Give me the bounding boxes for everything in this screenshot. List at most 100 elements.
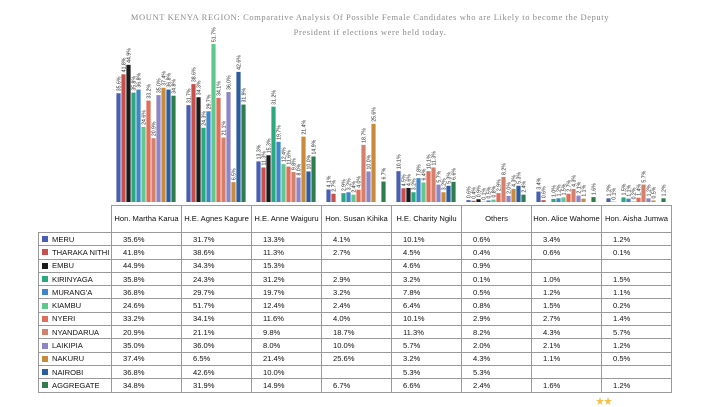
table-cell: 4.6% [391,258,462,273]
data-label: 21.1% [221,120,227,135]
data-label: 7.8% [416,164,422,176]
data-label: 1.0% [551,185,557,197]
data-label: 29.7% [206,94,212,109]
bar [421,182,426,202]
table-cell: 1.5% [601,271,672,287]
bar [346,192,351,202]
legend-swatch [42,276,48,283]
data-label: 8.0% [296,163,302,175]
category-header: H.E. Agnes Kagure [181,205,252,233]
legend-entry: NAKURU [38,351,112,366]
data-label: 2.7% [566,180,572,192]
series-name: KIAMBU [52,301,82,311]
bar [621,197,626,202]
bar [146,100,151,202]
table-cell: 11.3% [251,245,322,260]
bar [406,187,411,202]
table-cell: 0.9% [461,258,532,273]
table-cell [531,258,602,273]
bar [311,156,316,202]
bar [441,192,446,202]
bar [291,172,296,202]
table-cell: 34.8% [111,378,182,393]
data-label: 14.9% [311,139,317,154]
table-cell: 0.6% [531,245,602,260]
data-label: 37.4% [161,71,167,86]
data-label: 31.7% [186,88,192,103]
bar [436,184,441,202]
table-cell: 10.0% [251,364,322,380]
legend-entry: KIRINYAGA [38,271,112,287]
bar [476,199,481,202]
data-label: 11.3% [431,151,437,166]
table-cell: 35.8% [111,271,182,287]
bar [496,193,501,202]
bar [271,106,276,202]
table-row: NYANDARUA 20.9% 21.1% 9.8% 18.7% 11.3% 8.2% 4.3… [38,325,672,340]
data-label: 35.6% [116,76,122,91]
legend-entry: AGGREGATE [38,378,112,393]
bar [306,171,311,202]
table-cell [601,258,672,273]
table-cell: 0.4% [461,245,532,260]
table-cell: 20.9% [111,325,182,340]
table-cell: 2.0% [461,338,532,353]
table-row: KIRINYAGA 35.8% 24.3% 31.2% 2.9% 3.2% 0.1% 1.0%… [38,271,672,287]
bar [331,193,336,202]
data-label: 35.0% [156,78,162,93]
bar [281,164,286,202]
table-cell: 2.7% [531,311,602,327]
data-label: 12.4% [281,147,287,162]
data-label: 2.9% [341,179,347,191]
bar [171,95,176,202]
table-cell: 7.8% [391,285,462,300]
data-label: 3.2% [346,178,352,190]
legend-entry: LAIKIPIA [38,338,112,353]
table-cell: 1.2% [601,338,672,353]
legend-swatch [42,355,48,362]
data-table: Hon. Martha Karua H.E. Agnes Kagure H.E. A… [38,205,672,393]
bar [511,188,516,202]
data-label: 6.6% [451,168,457,180]
bar [636,197,641,202]
bar [366,171,371,202]
bar [646,198,651,202]
bar [581,198,586,202]
bar [626,198,631,202]
data-label: 0.5% [486,186,492,198]
bar [116,93,121,202]
table-cell: 1.1% [601,285,672,300]
data-label: 0.6% [466,186,472,198]
table-cell: 3.4% [531,231,602,247]
data-label: 44.9% [126,48,132,63]
data-label: 0.1% [611,187,617,199]
table-cell: 0.1% [461,271,532,287]
legend-swatch [42,315,48,322]
table-cell: 1.2% [531,285,602,300]
table-row: THARAKA NITHI 41.8% 38.6% 11.3% 2.7% 4.5% 0.4%… [38,245,672,260]
table-row: LAIKIPIA 35.0% 36.0% 8.0% 10.0% 5.7% 2.0% 2.1% 1… [38,338,672,353]
table-cell: 2.9% [461,311,532,327]
data-label: 5.7% [436,170,442,182]
table-cell: 10.0% [321,338,392,353]
table-cell: 2.9% [321,271,392,287]
table-row: KIAMBU 24.6% 51.7% 12.4% 2.4% 6.4% 0.8% 1.5% 0.2… [38,298,672,313]
bar [226,92,231,202]
legend-swatch [42,236,48,243]
data-label: 13.3% [256,144,262,159]
data-label: 1.2% [646,184,652,196]
bar [556,198,561,202]
table-cell: 19.7% [251,285,322,300]
table-cell [601,364,672,380]
data-label: 1.1% [581,184,587,196]
data-label: 34.8% [171,79,177,94]
bar [141,126,146,202]
table-cell: 35.0% [111,338,182,353]
data-label-group: 35.6%41.8%44.9%35.8% 36.8%24.6%33.2%20.9%… [116,27,667,200]
bar [506,195,511,202]
table-cell: 0.1% [601,245,672,260]
category-header: H.E. Anne Waiguru [251,205,322,233]
bar [521,194,526,202]
bar [201,127,206,202]
table-cell: 6.6% [391,378,462,393]
